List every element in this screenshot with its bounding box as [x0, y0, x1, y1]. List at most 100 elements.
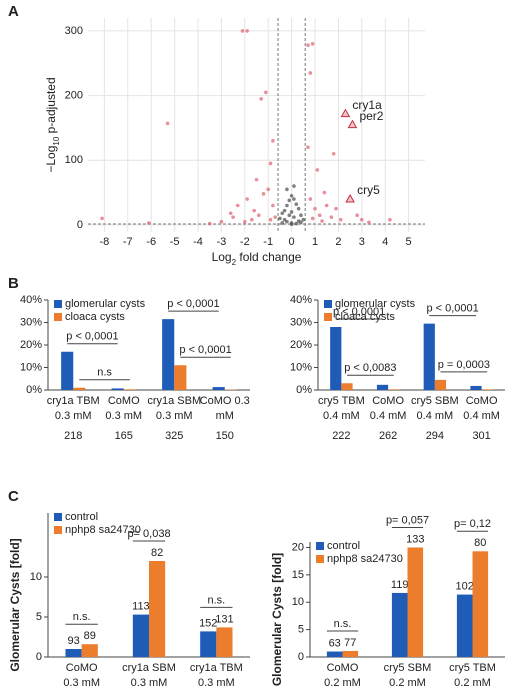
axis-label-part: −Log: [44, 146, 58, 173]
point: [268, 161, 273, 166]
bar: [162, 319, 175, 390]
x-tick-label: cry1a TBM: [190, 662, 243, 674]
bar: [341, 383, 353, 390]
point: [301, 217, 306, 222]
x-tick-label: cry5 SBM: [411, 395, 459, 407]
y-tick-label: 0: [298, 651, 304, 663]
bar: [342, 650, 359, 657]
axis-label-sub: 2: [232, 258, 237, 267]
x-tick-sublabel: 0.4 mM: [323, 410, 360, 422]
point: [299, 213, 303, 217]
point: [289, 222, 294, 227]
point: [219, 219, 224, 224]
panel-label: C: [8, 488, 19, 505]
count-label: 119: [391, 579, 409, 591]
significance-label: n.s.: [334, 618, 352, 630]
count-label: 131: [215, 613, 233, 625]
axis-label-part: fold change: [236, 250, 302, 264]
point: [315, 168, 320, 172]
bar: [326, 651, 343, 657]
bar: [73, 387, 86, 390]
axis-label-part: Log: [212, 250, 232, 264]
point: [331, 151, 336, 156]
panel-label: A: [8, 3, 19, 20]
count-label: 93: [67, 635, 79, 647]
significance-label: p = 0,0003: [438, 359, 490, 371]
y-tick-label: 20: [292, 541, 304, 553]
bar: [123, 389, 136, 390]
legend-label: control: [327, 540, 360, 552]
n-label: 294: [426, 430, 444, 442]
point: [257, 213, 261, 217]
legend-swatch: [316, 555, 324, 563]
x-tick-label: -8: [99, 236, 109, 248]
point: [320, 219, 324, 223]
y-axis-label: Glomerular Cysts [fold]: [8, 538, 22, 671]
significance-label: p < 0,0001: [426, 303, 478, 315]
point: [271, 203, 275, 208]
legend-label: glomerular cysts: [65, 298, 146, 310]
point: [100, 216, 104, 221]
significance-label: p < 0,0083: [344, 362, 396, 374]
bar: [481, 389, 493, 390]
bar: [456, 594, 473, 657]
point: [207, 221, 212, 226]
n-label: 262: [379, 430, 397, 442]
point: [287, 213, 292, 217]
point: [147, 221, 151, 225]
x-tick-sublabel: 0.4 mM: [370, 410, 407, 422]
significance-label: p= 0,038: [127, 528, 170, 540]
bar: [81, 644, 98, 657]
point: [245, 29, 249, 33]
highlight-label: cry5: [357, 183, 380, 197]
highlight-label: per2: [359, 109, 383, 123]
point: [242, 219, 247, 224]
significance-label: p < 0,0001: [167, 298, 219, 310]
x-tick-label: CoMO: [372, 395, 404, 407]
legend-label: glomerular cysts: [335, 298, 416, 310]
point: [322, 190, 327, 195]
highlight-marker: [347, 119, 358, 129]
y-tick-label: 30%: [20, 316, 42, 328]
x-tick-label: cry1a SBM: [147, 395, 201, 407]
count-label: 63: [329, 637, 341, 649]
x-tick-label: CoMO: [108, 395, 140, 407]
point: [268, 217, 273, 222]
point: [285, 187, 289, 192]
bar: [470, 385, 482, 390]
bar: [200, 631, 217, 657]
bar: [388, 389, 400, 390]
point: [273, 215, 278, 219]
point: [334, 206, 338, 211]
y-tick-label: 10%: [290, 361, 312, 373]
legend-swatch: [54, 513, 62, 521]
point: [292, 184, 296, 188]
point: [287, 198, 292, 203]
y-tick-label: 20%: [20, 339, 42, 351]
x-tick-label: -6: [146, 236, 156, 248]
significance-label: p < 0,0001: [179, 344, 231, 356]
axis-label: −Log10 p-adjusted: [44, 77, 60, 172]
x-tick-label: -2: [240, 236, 250, 248]
point: [308, 197, 313, 201]
y-tick-label: 300: [65, 25, 83, 37]
x-tick-sublabel: 0.2 mM: [389, 677, 426, 689]
axis-label: Log2 fold change: [212, 250, 302, 266]
bar: [65, 649, 82, 657]
point: [338, 217, 343, 222]
bar: [330, 327, 342, 390]
highlight-marker: [345, 194, 355, 203]
x-tick-label: -3: [217, 236, 227, 248]
y-tick-label: 0: [77, 219, 83, 231]
point: [254, 177, 259, 182]
bar: [149, 561, 166, 657]
y-tick-label: 20%: [290, 339, 312, 351]
y-tick-label: 10: [292, 596, 304, 608]
point: [285, 203, 289, 208]
n-label: 165: [115, 430, 133, 442]
x-tick-label: 1: [312, 236, 318, 248]
significance-label: p= 0,12: [454, 518, 491, 530]
count-label: 82: [151, 547, 163, 559]
x-tick-label: CoMO: [327, 662, 359, 674]
point: [235, 203, 240, 208]
